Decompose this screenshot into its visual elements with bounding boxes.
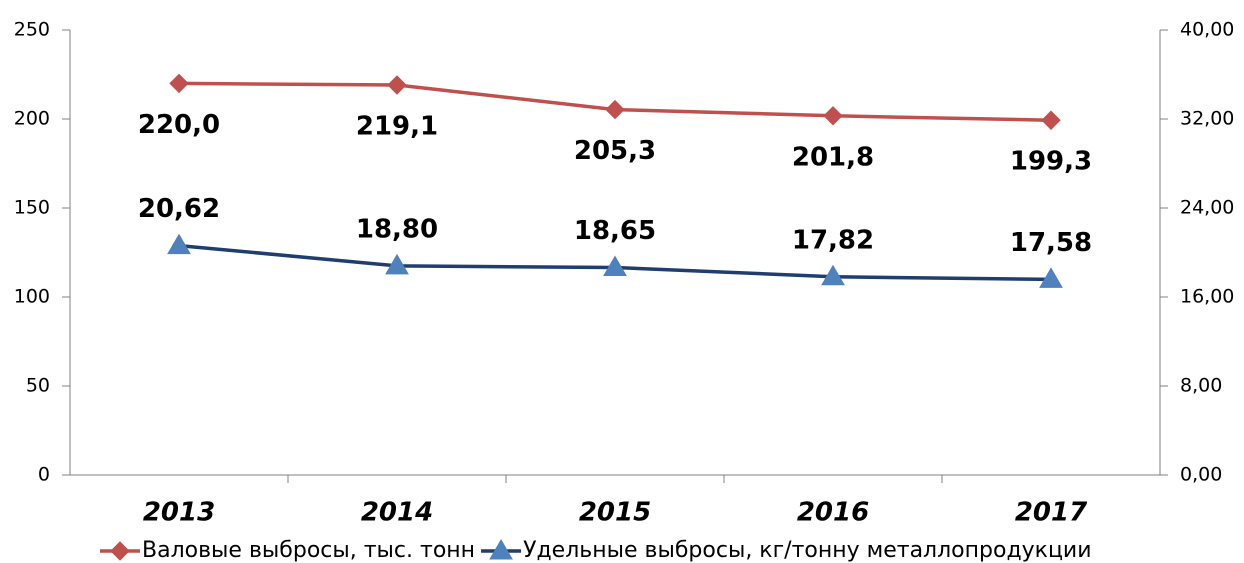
- marker: [1039, 267, 1063, 288]
- marker: [605, 99, 625, 120]
- y-tick-label: 150: [14, 197, 50, 219]
- legend-label: Удельные выбросы, кг/тонну металлопродук…: [523, 538, 1091, 563]
- marker: [385, 253, 409, 275]
- marker: [169, 73, 189, 94]
- data-label: 17,58: [1010, 228, 1092, 258]
- y2-tick-label: 24,00: [1180, 197, 1234, 219]
- y2-tick-label: 8,00: [1180, 375, 1222, 397]
- marker: [387, 75, 407, 95]
- x-tick-label: 2013: [143, 498, 215, 528]
- legend-marker: [110, 541, 130, 561]
- marker: [1041, 110, 1061, 130]
- y2-tick-label: 32,00: [1180, 108, 1234, 130]
- data-label: 20,62: [138, 194, 220, 224]
- data-label: 17,82: [792, 225, 874, 255]
- data-label: 205,3: [574, 136, 656, 166]
- data-label: 199,3: [1010, 147, 1092, 177]
- y-tick-label: 100: [14, 286, 50, 308]
- x-tick-label: 2016: [797, 498, 869, 528]
- data-label: 201,8: [792, 142, 874, 172]
- legend-marker: [489, 539, 513, 560]
- data-label: 18,65: [574, 216, 656, 246]
- x-tick-label: 2014: [361, 498, 433, 528]
- x-tick-label: 2017: [1015, 498, 1088, 528]
- marker: [167, 233, 191, 255]
- marker: [823, 106, 843, 126]
- y-tick-label: 200: [14, 108, 50, 130]
- x-tick-label: 2015: [579, 498, 651, 528]
- marker: [603, 255, 627, 277]
- legend-label: Валовые выбросы, тыс. тонн: [142, 538, 475, 563]
- y-tick-label: 250: [14, 19, 50, 41]
- data-label: 219,1: [356, 112, 438, 142]
- y2-tick-label: 40,00: [1180, 19, 1234, 41]
- marker: [821, 264, 845, 286]
- y2-tick-label: 0,00: [1180, 464, 1222, 486]
- data-label: 220,0: [138, 110, 220, 140]
- y-tick-label: 0: [38, 464, 50, 486]
- y2-tick-label: 16,00: [1180, 286, 1234, 308]
- y-tick-label: 50: [26, 375, 50, 397]
- data-label: 18,80: [356, 214, 438, 244]
